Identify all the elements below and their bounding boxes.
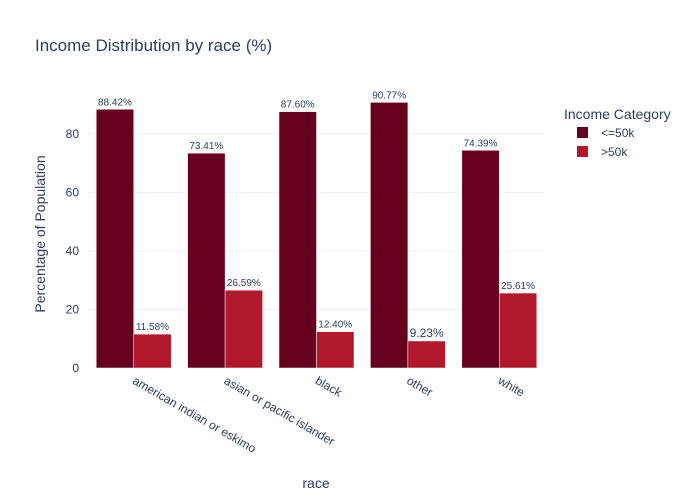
bars (95, 102, 538, 369)
bar-value-label: 87.60% (281, 100, 315, 111)
bar-gt50k (499, 292, 538, 369)
bar-le50k (95, 109, 134, 369)
bar-le50k (278, 111, 317, 369)
y-axis-ticks: 0 20 40 60 80 (66, 127, 80, 375)
bar-le50k (461, 150, 500, 369)
x-tick-label: white (495, 373, 527, 400)
legend-label: <=50k (601, 126, 635, 140)
bar-gt50k (316, 331, 355, 369)
bar-le50k (370, 102, 409, 369)
bar-gt50k (133, 333, 172, 369)
x-tick-label: other (404, 373, 435, 399)
legend-label: >50k (601, 145, 628, 159)
bar-gt50k (407, 340, 446, 369)
y-tick-label: 40 (66, 244, 80, 258)
x-tick-label: black (313, 373, 345, 400)
x-axis-title: race (302, 475, 329, 491)
bar-gt50k (224, 289, 263, 369)
bar-value-label: 74.39% (464, 138, 498, 149)
chart-title: Income Distribution by race (%) (35, 36, 272, 55)
legend-swatch (577, 127, 588, 138)
bar-value-label: 12.40% (318, 320, 352, 331)
legend-swatch (577, 146, 588, 157)
bar-value-label: 88.42% (98, 97, 132, 108)
y-tick-label: 80 (66, 127, 80, 141)
legend-title: Income Category (564, 106, 671, 122)
bar-value-label: 11.58% (136, 322, 169, 333)
y-axis-title: Percentage of Population (32, 155, 48, 312)
y-tick-label: 0 (72, 361, 79, 375)
y-tick-label: 60 (66, 185, 80, 199)
bar-value-label: 25.61% (501, 281, 535, 292)
legend: Income Category <=50k >50k (564, 106, 671, 159)
bar-value-label: 90.77% (372, 90, 406, 101)
bar-labels: 88.42% 11.58% 73.41% 26.59% 87.60% 12.40% 90.7… (98, 90, 535, 340)
y-tick-label: 20 (66, 302, 80, 316)
bar-value-label: 9.23% (410, 326, 444, 340)
bar-value-label: 73.41% (189, 141, 223, 152)
bar-le50k (187, 152, 226, 369)
bar-value-label: 26.59% (227, 278, 261, 289)
